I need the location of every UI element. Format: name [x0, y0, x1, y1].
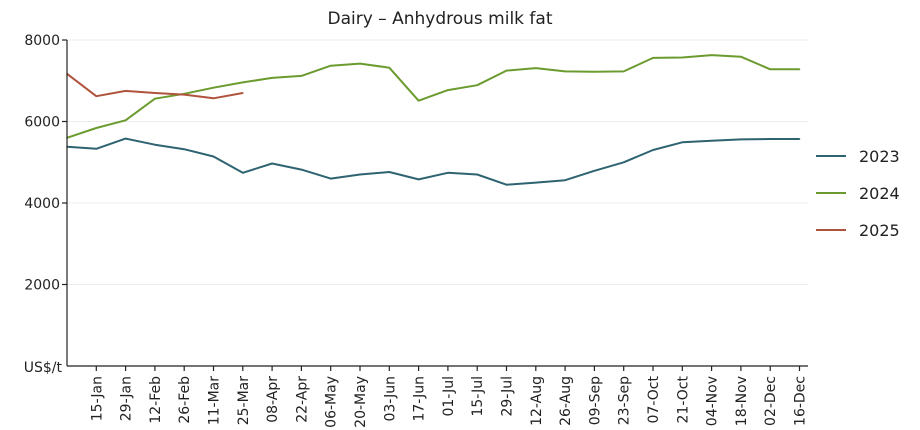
- data-point-2024: [447, 89, 449, 91]
- x-tick-label: 22-Apr: [294, 376, 310, 423]
- x-tick-label: 18-Nov: [734, 376, 750, 426]
- x-tick-label: 29-Jul: [500, 376, 516, 417]
- data-point-2023: [447, 172, 449, 174]
- data-point-2024: [535, 67, 537, 69]
- data-point-2023: [154, 143, 156, 146]
- data-point-2023: [798, 138, 801, 140]
- data-point-2023: [505, 183, 508, 186]
- legend-label: 2025: [859, 221, 900, 240]
- x-tick-label: 08-Apr: [265, 376, 281, 423]
- x-tick-label: 04-Nov: [705, 376, 721, 426]
- data-point-2024: [740, 55, 742, 58]
- data-point-2024: [242, 81, 244, 84]
- x-tick-label: 16-Dec: [793, 376, 809, 426]
- x-tick-label: 15-Jul: [470, 376, 486, 417]
- data-point-2024: [593, 70, 596, 73]
- y-tick-label: 6000: [24, 115, 60, 131]
- data-point-2023: [681, 141, 684, 144]
- x-tick-label: 06-May: [324, 376, 340, 428]
- data-point-2023: [359, 173, 361, 176]
- x-tick-label: 21-Oct: [675, 375, 691, 423]
- x-tick-label: 09-Sep: [587, 376, 603, 425]
- y-tick-label: 4000: [24, 196, 60, 212]
- data-point-2025: [242, 92, 244, 94]
- x-tick-label: 29-Jan: [119, 376, 135, 421]
- data-point-2023: [652, 149, 654, 151]
- x-tick-label: 26-Aug: [558, 376, 574, 426]
- legend-label: 2024: [859, 184, 900, 203]
- data-point-2023: [329, 177, 332, 180]
- data-point-2024: [300, 75, 303, 77]
- data-point-2023: [740, 138, 742, 141]
- x-tick-label: 25-Mar: [236, 376, 252, 426]
- data-point-2025: [95, 95, 98, 98]
- series-line-2023: [66, 137, 800, 186]
- legend-label: 2023: [859, 147, 900, 166]
- x-tick-label: 01-Jul: [441, 376, 457, 417]
- data-point-2023: [593, 170, 596, 172]
- y-unit-label: US$/t: [24, 360, 63, 376]
- data-point-2025: [154, 92, 156, 94]
- y-tick-label: 2000: [24, 278, 60, 294]
- x-tick-label: 02-Dec: [763, 376, 779, 426]
- data-point-2024: [710, 54, 713, 56]
- data-point-2023: [300, 168, 303, 171]
- data-point-2023: [622, 161, 625, 164]
- data-point-2023: [124, 137, 127, 140]
- data-point-2025: [212, 97, 215, 100]
- data-point-2023: [242, 172, 244, 174]
- y-tick-label: 8000: [24, 33, 60, 49]
- data-point-2023: [388, 171, 391, 173]
- data-point-2024: [622, 70, 625, 73]
- x-tick-label: 20-May: [353, 376, 369, 428]
- data-point-2024: [652, 57, 654, 59]
- data-point-2024: [212, 86, 215, 89]
- x-tick-label: 12-Feb: [148, 376, 164, 424]
- x-tick-label: 11-Mar: [207, 376, 223, 426]
- data-point-2023: [564, 179, 566, 181]
- x-tick-label: 07-Oct: [646, 375, 662, 423]
- legend: 2023 2024 2025: [816, 147, 900, 240]
- data-point-2024: [417, 99, 420, 102]
- data-point-2023: [476, 173, 479, 176]
- data-point-2024: [95, 127, 98, 129]
- data-point-2024: [798, 68, 801, 71]
- data-point-2023: [417, 178, 420, 181]
- data-point-2024: [124, 119, 127, 122]
- data-point-2023: [212, 155, 215, 158]
- data-point-2023: [535, 181, 537, 184]
- data-point-2024: [359, 62, 361, 65]
- data-point-2023: [95, 148, 98, 150]
- data-point-2024: [681, 56, 684, 59]
- y-ticks: 2000 4000 6000 8000: [24, 33, 67, 294]
- x-ticks: 15-Jan 29-Jan 12-Feb 26-Feb 11-Mar 25-Mar 08-A…: [89, 366, 809, 428]
- x-tick-label: 15-Jan: [89, 376, 105, 421]
- data-point-2024: [154, 97, 156, 100]
- data-point-2023: [769, 138, 771, 140]
- data-point-2024: [388, 66, 391, 69]
- grid-layer: [67, 39, 808, 285]
- x-tick-label: 23-Sep: [617, 376, 633, 425]
- series-line-2025: [66, 73, 243, 100]
- x-tick-label: 26-Feb: [177, 376, 193, 424]
- x-tick-label: 17-Jun: [412, 376, 428, 422]
- series-line-2024: [66, 54, 800, 139]
- chart-title: Dairy – Anhydrous milk fat: [328, 9, 553, 29]
- data-point-2024: [329, 64, 332, 67]
- series-layer: [66, 54, 801, 186]
- data-point-2025: [124, 90, 127, 92]
- data-point-2024: [271, 77, 273, 79]
- data-point-2024: [769, 68, 771, 71]
- data-point-2024: [564, 70, 566, 73]
- x-tick-label: 03-Jun: [382, 376, 398, 422]
- data-point-2023: [271, 162, 273, 165]
- x-tick-label: 12-Aug: [529, 376, 545, 426]
- data-point-2024: [476, 84, 479, 87]
- data-point-2023: [710, 139, 713, 142]
- data-point-2025: [183, 93, 185, 96]
- data-point-2024: [505, 69, 508, 72]
- data-point-2023: [183, 148, 185, 151]
